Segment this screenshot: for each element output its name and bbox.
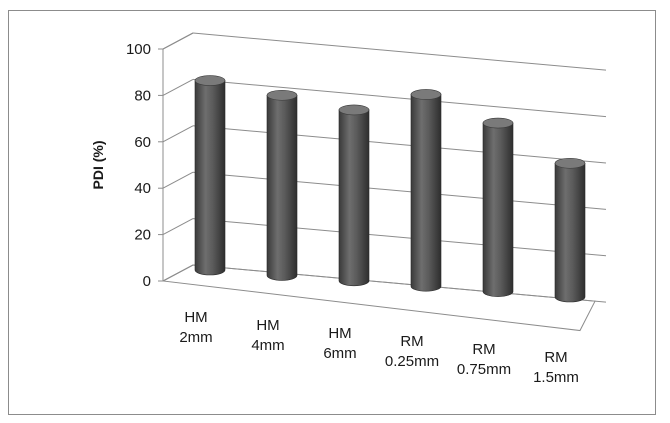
bar (194, 75, 226, 276)
gridline (192, 32, 607, 71)
floor (161, 264, 596, 332)
x-tick-label: RM 0.75mm (457, 341, 511, 378)
bar-top (194, 75, 226, 86)
gridline (192, 264, 607, 303)
x-tick-label-line: HM (328, 325, 351, 342)
x-tick-label-line: RM (544, 349, 567, 366)
x-tick-label: RM 0.25mm (385, 333, 439, 370)
x-tick-label: RM 1.5mm (533, 349, 579, 386)
gridline-depth (162, 32, 194, 50)
bar-body (482, 122, 514, 297)
chart-frame (8, 10, 656, 415)
gridline (192, 218, 607, 257)
bar-body (194, 80, 226, 276)
y-axis-title: PDI (%) (90, 141, 106, 190)
bar (338, 104, 370, 287)
bar-top (266, 89, 298, 101)
x-tick-label-line: HM (256, 317, 279, 334)
x-tick-label-line: HM (184, 309, 207, 326)
x-tick-label-line: 4mm (251, 337, 284, 354)
gridline (192, 78, 607, 118)
bar-body (266, 94, 298, 281)
x-tick-label-line: 6mm (323, 345, 356, 362)
bar-body (338, 109, 370, 287)
x-tick-label-line: 1.5mm (533, 369, 579, 386)
gridlines (162, 32, 607, 303)
x-tick-label: HM 4mm (251, 317, 284, 354)
y-axis-ticks: 0 20 40 60 80 100 (126, 41, 163, 290)
bar (266, 89, 298, 281)
x-tick-label-line: RM (472, 341, 495, 358)
bar (410, 89, 442, 292)
bar-top (338, 104, 370, 116)
y-tick-label: 60 (134, 134, 151, 151)
x-tick-label: HM 2mm (179, 309, 212, 346)
gridline-depth (162, 171, 194, 189)
x-tick-label-line: 2mm (179, 329, 212, 346)
gridline (192, 125, 607, 164)
gridline-depth (162, 264, 194, 282)
bar (482, 117, 514, 297)
bar-body (410, 94, 442, 292)
plot-walls (161, 32, 596, 332)
gridline (192, 171, 607, 210)
x-tick-label-line: 0.25mm (385, 353, 439, 370)
side-wall (162, 32, 194, 281)
bar (554, 157, 586, 303)
bar-top (410, 89, 442, 100)
y-tick-label: 40 (134, 180, 151, 197)
y-tick-label: 80 (134, 87, 151, 104)
x-axis-labels: HM 2mm HM 4mm HM 6mm RM 0.25mm RM 0.75mm RM 1.5mm (179, 309, 579, 386)
gridline-depth (162, 218, 194, 236)
y-tick-label: 0 (143, 273, 151, 290)
x-tick-label: HM 6mm (323, 325, 356, 362)
bar-body (554, 162, 586, 303)
y-tick-label: 100 (126, 41, 151, 58)
gridline-depth (162, 125, 194, 143)
x-tick-label-line: RM (400, 333, 423, 350)
bars (194, 75, 586, 303)
bar-top (554, 157, 586, 169)
x-tick-label-line: 0.75mm (457, 361, 511, 378)
y-tick-label: 20 (134, 227, 151, 244)
bar-top (482, 117, 514, 129)
gridline-depth (162, 78, 194, 96)
